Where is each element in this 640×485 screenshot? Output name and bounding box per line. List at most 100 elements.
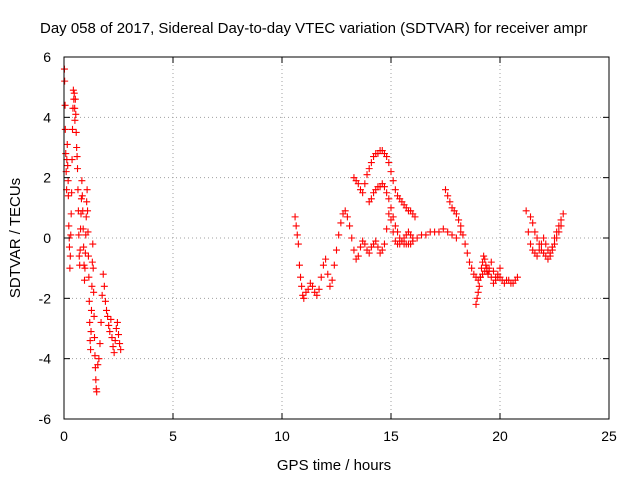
data-point <box>67 231 75 239</box>
x-tick-label: 15 <box>383 428 399 444</box>
data-point <box>103 306 111 314</box>
data-point <box>475 282 483 290</box>
data-point <box>457 222 465 230</box>
data-point <box>74 165 82 173</box>
y-tick-label: 4 <box>43 109 51 125</box>
data-point <box>75 252 83 260</box>
data-point <box>337 219 345 227</box>
data-point <box>110 349 118 357</box>
data-point <box>313 291 321 299</box>
data-point <box>557 222 565 230</box>
data-point <box>61 77 69 85</box>
data-point <box>73 144 81 151</box>
data-point <box>73 153 81 161</box>
data-point <box>100 282 108 290</box>
data-point <box>484 270 492 278</box>
tick-labels: 0 5 10 15 20 25 -6 -4 -2 0 2 4 6 <box>39 49 617 444</box>
data-point <box>330 261 338 269</box>
data-point <box>72 128 80 136</box>
data-point <box>389 213 397 221</box>
data-point <box>93 388 101 396</box>
data-point <box>109 343 117 351</box>
data-point <box>64 177 72 185</box>
chart-title: Day 058 of 2017, Sidereal Day-to-day VTE… <box>40 20 587 37</box>
data-point <box>365 249 373 257</box>
data-point <box>380 240 388 248</box>
data-point <box>68 156 76 164</box>
data-point <box>328 276 336 284</box>
data-point <box>64 162 72 170</box>
data-point <box>324 270 332 278</box>
data-point <box>78 177 86 185</box>
data-point <box>409 237 417 245</box>
data-point <box>557 216 565 224</box>
data-point <box>95 355 103 363</box>
data-point <box>383 153 391 161</box>
data-point <box>383 189 391 197</box>
data-point <box>65 243 73 251</box>
data-point <box>115 331 122 339</box>
data-point <box>465 258 473 266</box>
data-point <box>108 334 116 342</box>
data-point <box>542 240 550 248</box>
data-point <box>391 186 399 194</box>
data-point <box>66 252 74 260</box>
data-point <box>88 282 96 290</box>
data-point <box>61 101 69 109</box>
data-point <box>472 300 480 308</box>
data-point <box>444 228 452 236</box>
data-point <box>411 213 419 221</box>
data-point <box>66 264 74 272</box>
data-point <box>85 273 93 281</box>
data-point <box>489 267 497 275</box>
data-series <box>60 65 567 396</box>
data-point <box>294 240 302 248</box>
data-point <box>83 186 91 194</box>
data-point <box>446 198 454 206</box>
data-point <box>413 234 421 242</box>
data-point <box>385 195 393 203</box>
data-point <box>553 234 561 242</box>
data-point <box>361 240 369 248</box>
data-point <box>80 276 88 284</box>
data-point <box>522 207 530 215</box>
data-point <box>101 297 109 305</box>
data-point <box>89 240 97 248</box>
x-axis-label: GPS time / hours <box>277 457 391 474</box>
data-point <box>67 210 75 218</box>
data-point <box>533 234 541 242</box>
data-point <box>494 270 502 278</box>
data-point <box>524 228 532 236</box>
data-point <box>77 195 85 203</box>
data-point <box>394 228 402 236</box>
data-point <box>422 231 430 239</box>
data-point <box>91 352 99 360</box>
data-point <box>335 231 343 239</box>
data-point <box>380 183 388 191</box>
data-point <box>359 189 367 197</box>
data-point <box>439 225 447 233</box>
data-point <box>452 234 460 242</box>
data-point <box>304 285 312 293</box>
data-point <box>84 207 92 215</box>
data-point <box>86 337 94 345</box>
data-point <box>61 125 69 133</box>
data-point <box>477 264 485 272</box>
data-point <box>90 288 98 296</box>
data-point <box>84 228 92 236</box>
data-point <box>461 240 469 248</box>
data-point <box>116 340 124 348</box>
y-tick-label: 2 <box>43 170 51 186</box>
data-point <box>69 125 77 133</box>
data-point <box>348 234 356 242</box>
data-point <box>69 86 77 94</box>
grid <box>64 57 609 419</box>
data-point <box>480 252 488 260</box>
data-point <box>513 273 521 281</box>
data-point <box>476 273 484 281</box>
data-point <box>63 140 71 148</box>
data-point <box>540 234 548 242</box>
data-point <box>77 210 85 218</box>
data-point <box>76 246 84 254</box>
data-point <box>97 318 105 326</box>
